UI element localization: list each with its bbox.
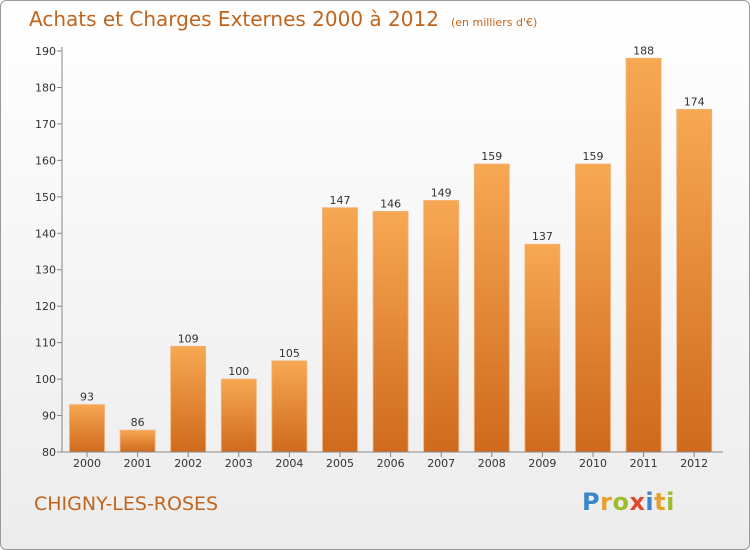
bar-2009 <box>524 243 561 453</box>
data-label: 93 <box>80 391 94 404</box>
bar-2000 <box>69 404 105 453</box>
x-tick-label: 2003 <box>225 457 253 470</box>
y-tick-label: 100 <box>35 373 56 386</box>
logo-letter: i <box>666 488 675 516</box>
x-tick-label: 2002 <box>174 457 202 470</box>
data-label: 147 <box>330 194 351 207</box>
x-tick-label: 2000 <box>73 457 101 470</box>
data-label: 109 <box>178 332 199 345</box>
y-tick-label: 150 <box>35 191 56 204</box>
bar-2008 <box>473 163 510 453</box>
bar-2004 <box>271 360 308 453</box>
data-label: 86 <box>131 416 145 429</box>
data-label: 100 <box>228 365 249 378</box>
bar-2003 <box>220 378 257 453</box>
data-label: 146 <box>380 197 401 210</box>
logo-letter: t <box>654 488 667 516</box>
x-tick-label: 2012 <box>680 457 708 470</box>
x-tick-label: 2011 <box>630 457 658 470</box>
data-label: 188 <box>633 44 654 57</box>
y-tick-label: 160 <box>35 154 56 167</box>
logo-letter: o <box>612 488 630 516</box>
y-tick-label: 170 <box>35 118 56 131</box>
title-text: Achats et Charges Externes 2000 à 2012 <box>29 7 439 31</box>
x-tick-label: 2010 <box>579 457 607 470</box>
x-tick-label: 2001 <box>124 457 152 470</box>
bar-2001 <box>119 429 156 453</box>
logo-letter: x <box>629 488 646 516</box>
x-tick-label: 2009 <box>528 457 556 470</box>
unit-label: (en milliers d'€) <box>450 16 538 29</box>
x-tick-label: 2008 <box>478 457 506 470</box>
bar-2011 <box>625 57 662 453</box>
commune-name: CHIGNY-LES-ROSES <box>34 493 219 515</box>
y-tick-label: 140 <box>35 227 56 240</box>
bar-2006 <box>372 210 409 453</box>
y-tick-label: 180 <box>35 81 56 94</box>
y-tick-label: 120 <box>35 300 56 313</box>
bar-2005 <box>322 207 358 453</box>
y-tick-label: 80 <box>42 446 56 459</box>
x-tick-label: 2006 <box>377 457 405 470</box>
bar-2010 <box>575 163 611 453</box>
proxiti-logo: Proxiti <box>582 488 675 516</box>
logo-letter: i <box>645 488 655 516</box>
bar-2007 <box>423 200 460 453</box>
y-tick-label: 110 <box>35 337 56 350</box>
x-tick-label: 2005 <box>326 457 354 470</box>
y-tick-label: 190 <box>35 45 56 58</box>
logo-letter: r <box>600 488 613 516</box>
x-tick-label: 2004 <box>275 457 303 470</box>
data-label: 137 <box>532 230 553 243</box>
logo-letter: P <box>582 488 601 516</box>
data-label: 174 <box>684 95 705 108</box>
data-label: 159 <box>481 150 502 163</box>
x-tick-label: 2007 <box>427 457 455 470</box>
data-label: 149 <box>431 186 452 199</box>
data-label: 105 <box>279 347 300 360</box>
bar-2002 <box>170 345 207 453</box>
data-label: 159 <box>583 150 604 163</box>
y-tick-label: 90 <box>42 410 56 423</box>
bar-2012 <box>676 108 713 453</box>
chart-title: Achats et Charges Externes 2000 à 2012 (e… <box>29 7 537 31</box>
y-tick-label: 130 <box>35 264 56 277</box>
